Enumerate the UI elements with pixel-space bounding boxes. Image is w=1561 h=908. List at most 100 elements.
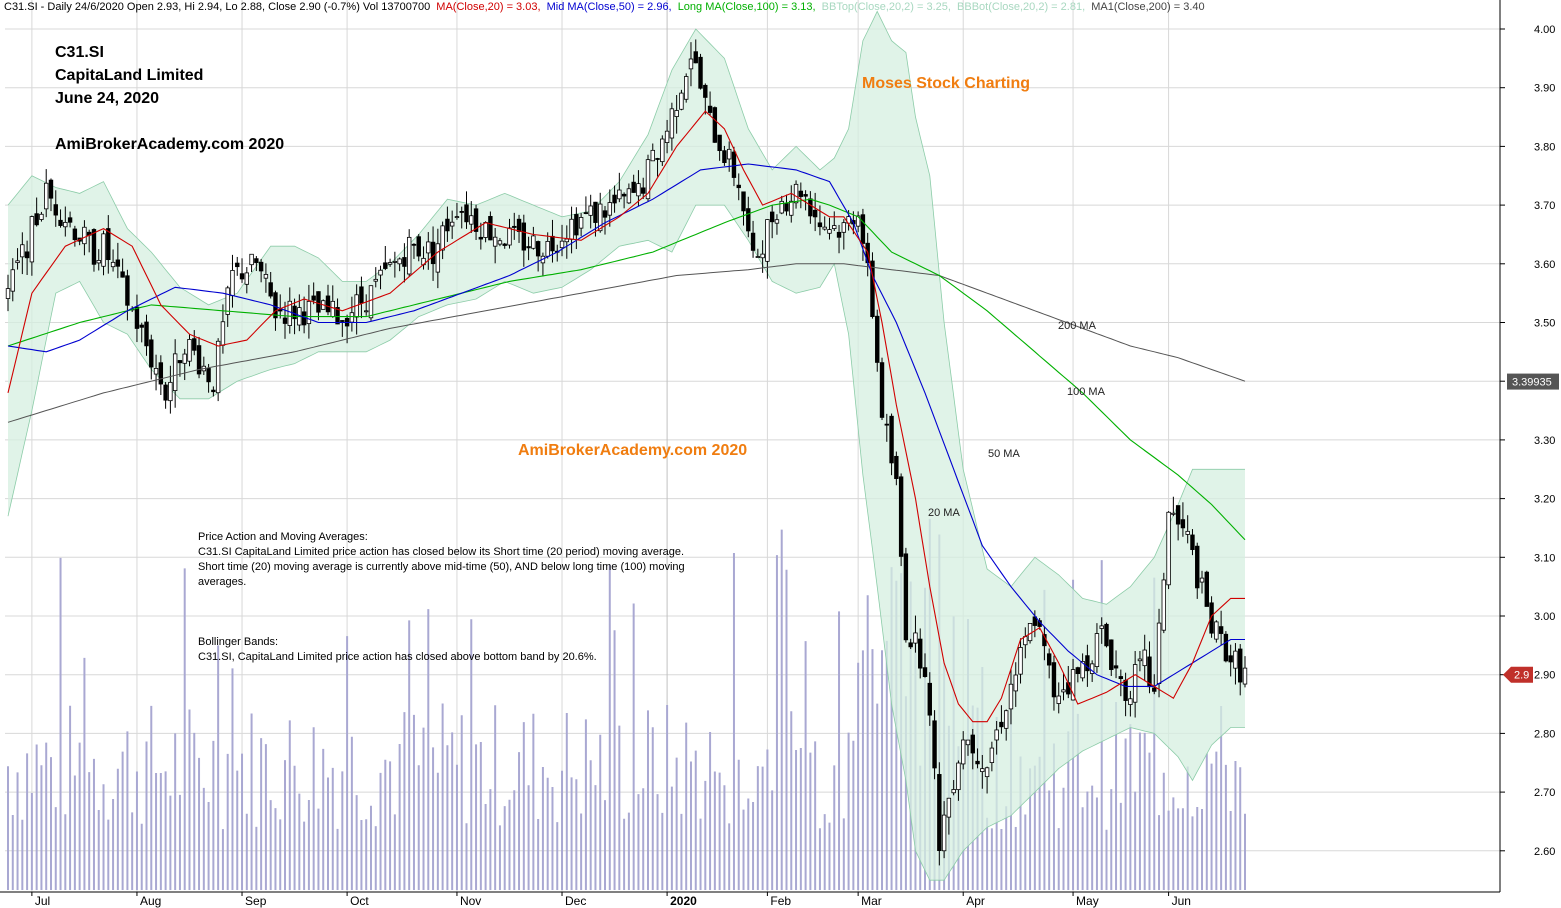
close-value-marker	[1503, 666, 1533, 683]
candle-body	[1013, 674, 1018, 692]
candle-body	[1104, 623, 1109, 647]
candle-body	[402, 257, 407, 267]
ma50-label: 50 MA	[988, 448, 1020, 460]
candle-body	[172, 353, 178, 391]
candle-body	[153, 367, 159, 375]
candle-body	[798, 190, 804, 197]
candle-body	[1199, 577, 1205, 583]
candle-body	[1080, 661, 1085, 679]
candle-body	[894, 455, 899, 479]
candle-body	[406, 236, 412, 275]
candle-body	[53, 204, 58, 216]
candle-body	[115, 259, 121, 267]
candle-body	[373, 278, 378, 282]
x-axis-labels: Jul Aug Sep Oct Nov Dec 2020 Feb Mar Apr May Jun	[31, 892, 1191, 908]
candle-body	[426, 241, 431, 254]
candle-body	[755, 256, 761, 258]
candle-body	[397, 258, 402, 265]
y-tick-label: 2.80	[1534, 728, 1555, 740]
bb-line1: C31.SI, CapitaLand Limited price action …	[198, 651, 597, 663]
candle-body	[20, 244, 25, 258]
candle-body	[779, 200, 784, 214]
candle-body	[617, 189, 622, 200]
candle-body	[1003, 710, 1009, 729]
candle-body	[192, 338, 197, 351]
candle-body	[789, 200, 794, 216]
header-ma200: MA1(Close,200) = 3.40	[1091, 1, 1205, 13]
candle-body	[15, 260, 20, 264]
candle-body	[760, 253, 765, 259]
x-tick-label: Sep	[245, 894, 267, 908]
candle-body	[531, 235, 536, 249]
candle-body	[225, 287, 230, 315]
candle-body	[416, 236, 421, 257]
candle-body	[650, 149, 655, 162]
candle-body	[239, 273, 245, 280]
candle-body	[1128, 698, 1133, 705]
candle-body	[1061, 689, 1066, 693]
candle-body	[1132, 664, 1138, 703]
candle-body	[1018, 647, 1023, 675]
y-tick-label: 3.00	[1534, 611, 1555, 623]
pa-line2: Short time (20) moving average is curren…	[198, 561, 685, 588]
candle-body	[598, 203, 603, 232]
candle-body	[1223, 633, 1229, 662]
y-tick-label: 3.50	[1534, 318, 1555, 330]
candle-body	[564, 238, 569, 243]
candle-body	[1118, 676, 1124, 680]
ma20-label: 20 MA	[928, 507, 960, 519]
candle-body	[196, 345, 202, 375]
x-tick-label: Aug	[140, 894, 161, 908]
candle-body	[774, 219, 780, 224]
candle-body	[684, 76, 689, 100]
candle-body	[507, 227, 512, 246]
candle-body	[330, 300, 335, 317]
candle-body	[913, 632, 918, 644]
candle-body	[1123, 679, 1128, 701]
candle-body	[292, 305, 297, 320]
candle-body	[875, 315, 880, 363]
candle-body	[1180, 519, 1186, 529]
candle-body	[574, 214, 579, 236]
candle-body	[836, 231, 842, 238]
candle-body	[1204, 571, 1209, 607]
candle-body	[1228, 655, 1233, 663]
candle-body	[674, 110, 679, 117]
candle-body	[841, 222, 847, 233]
candle-body	[1171, 512, 1176, 515]
candle-body	[48, 179, 54, 199]
candle-body	[1070, 669, 1076, 701]
candle-body	[72, 228, 78, 241]
candle-body	[975, 760, 980, 765]
candle-body	[163, 384, 168, 401]
x-tick-label: Oct	[350, 894, 369, 908]
candle-body	[215, 340, 221, 394]
candle-body	[1046, 653, 1052, 666]
candle-body	[664, 130, 670, 143]
candle-body	[803, 194, 808, 197]
candle-body	[545, 240, 550, 257]
candle-body	[368, 285, 374, 319]
candle-body	[387, 262, 393, 265]
candle-body	[249, 253, 254, 266]
candle-body	[602, 210, 608, 218]
candle-body	[445, 218, 450, 232]
candle-body	[67, 217, 73, 223]
candle-body	[703, 84, 708, 98]
candle-body	[82, 226, 87, 245]
candle-body	[473, 208, 479, 232]
candle-body	[712, 107, 718, 143]
candle-body	[1156, 622, 1162, 685]
candle-body	[989, 747, 995, 763]
candle-body	[951, 789, 956, 794]
candle-body	[235, 262, 240, 268]
candle-body	[679, 92, 684, 110]
candle-body	[1209, 602, 1214, 634]
chart-header: C31.SI - Daily 24/6/2020 Open 2.93, Hi 2…	[4, 1, 1208, 13]
bollinger-note: Bollinger Bands: C31.SI, CapitaLand Limi…	[198, 635, 678, 665]
candle-body	[641, 187, 646, 194]
candle-body	[134, 306, 140, 329]
candle-body	[5, 288, 11, 299]
candle-body	[144, 321, 149, 347]
candle-body	[736, 184, 741, 189]
